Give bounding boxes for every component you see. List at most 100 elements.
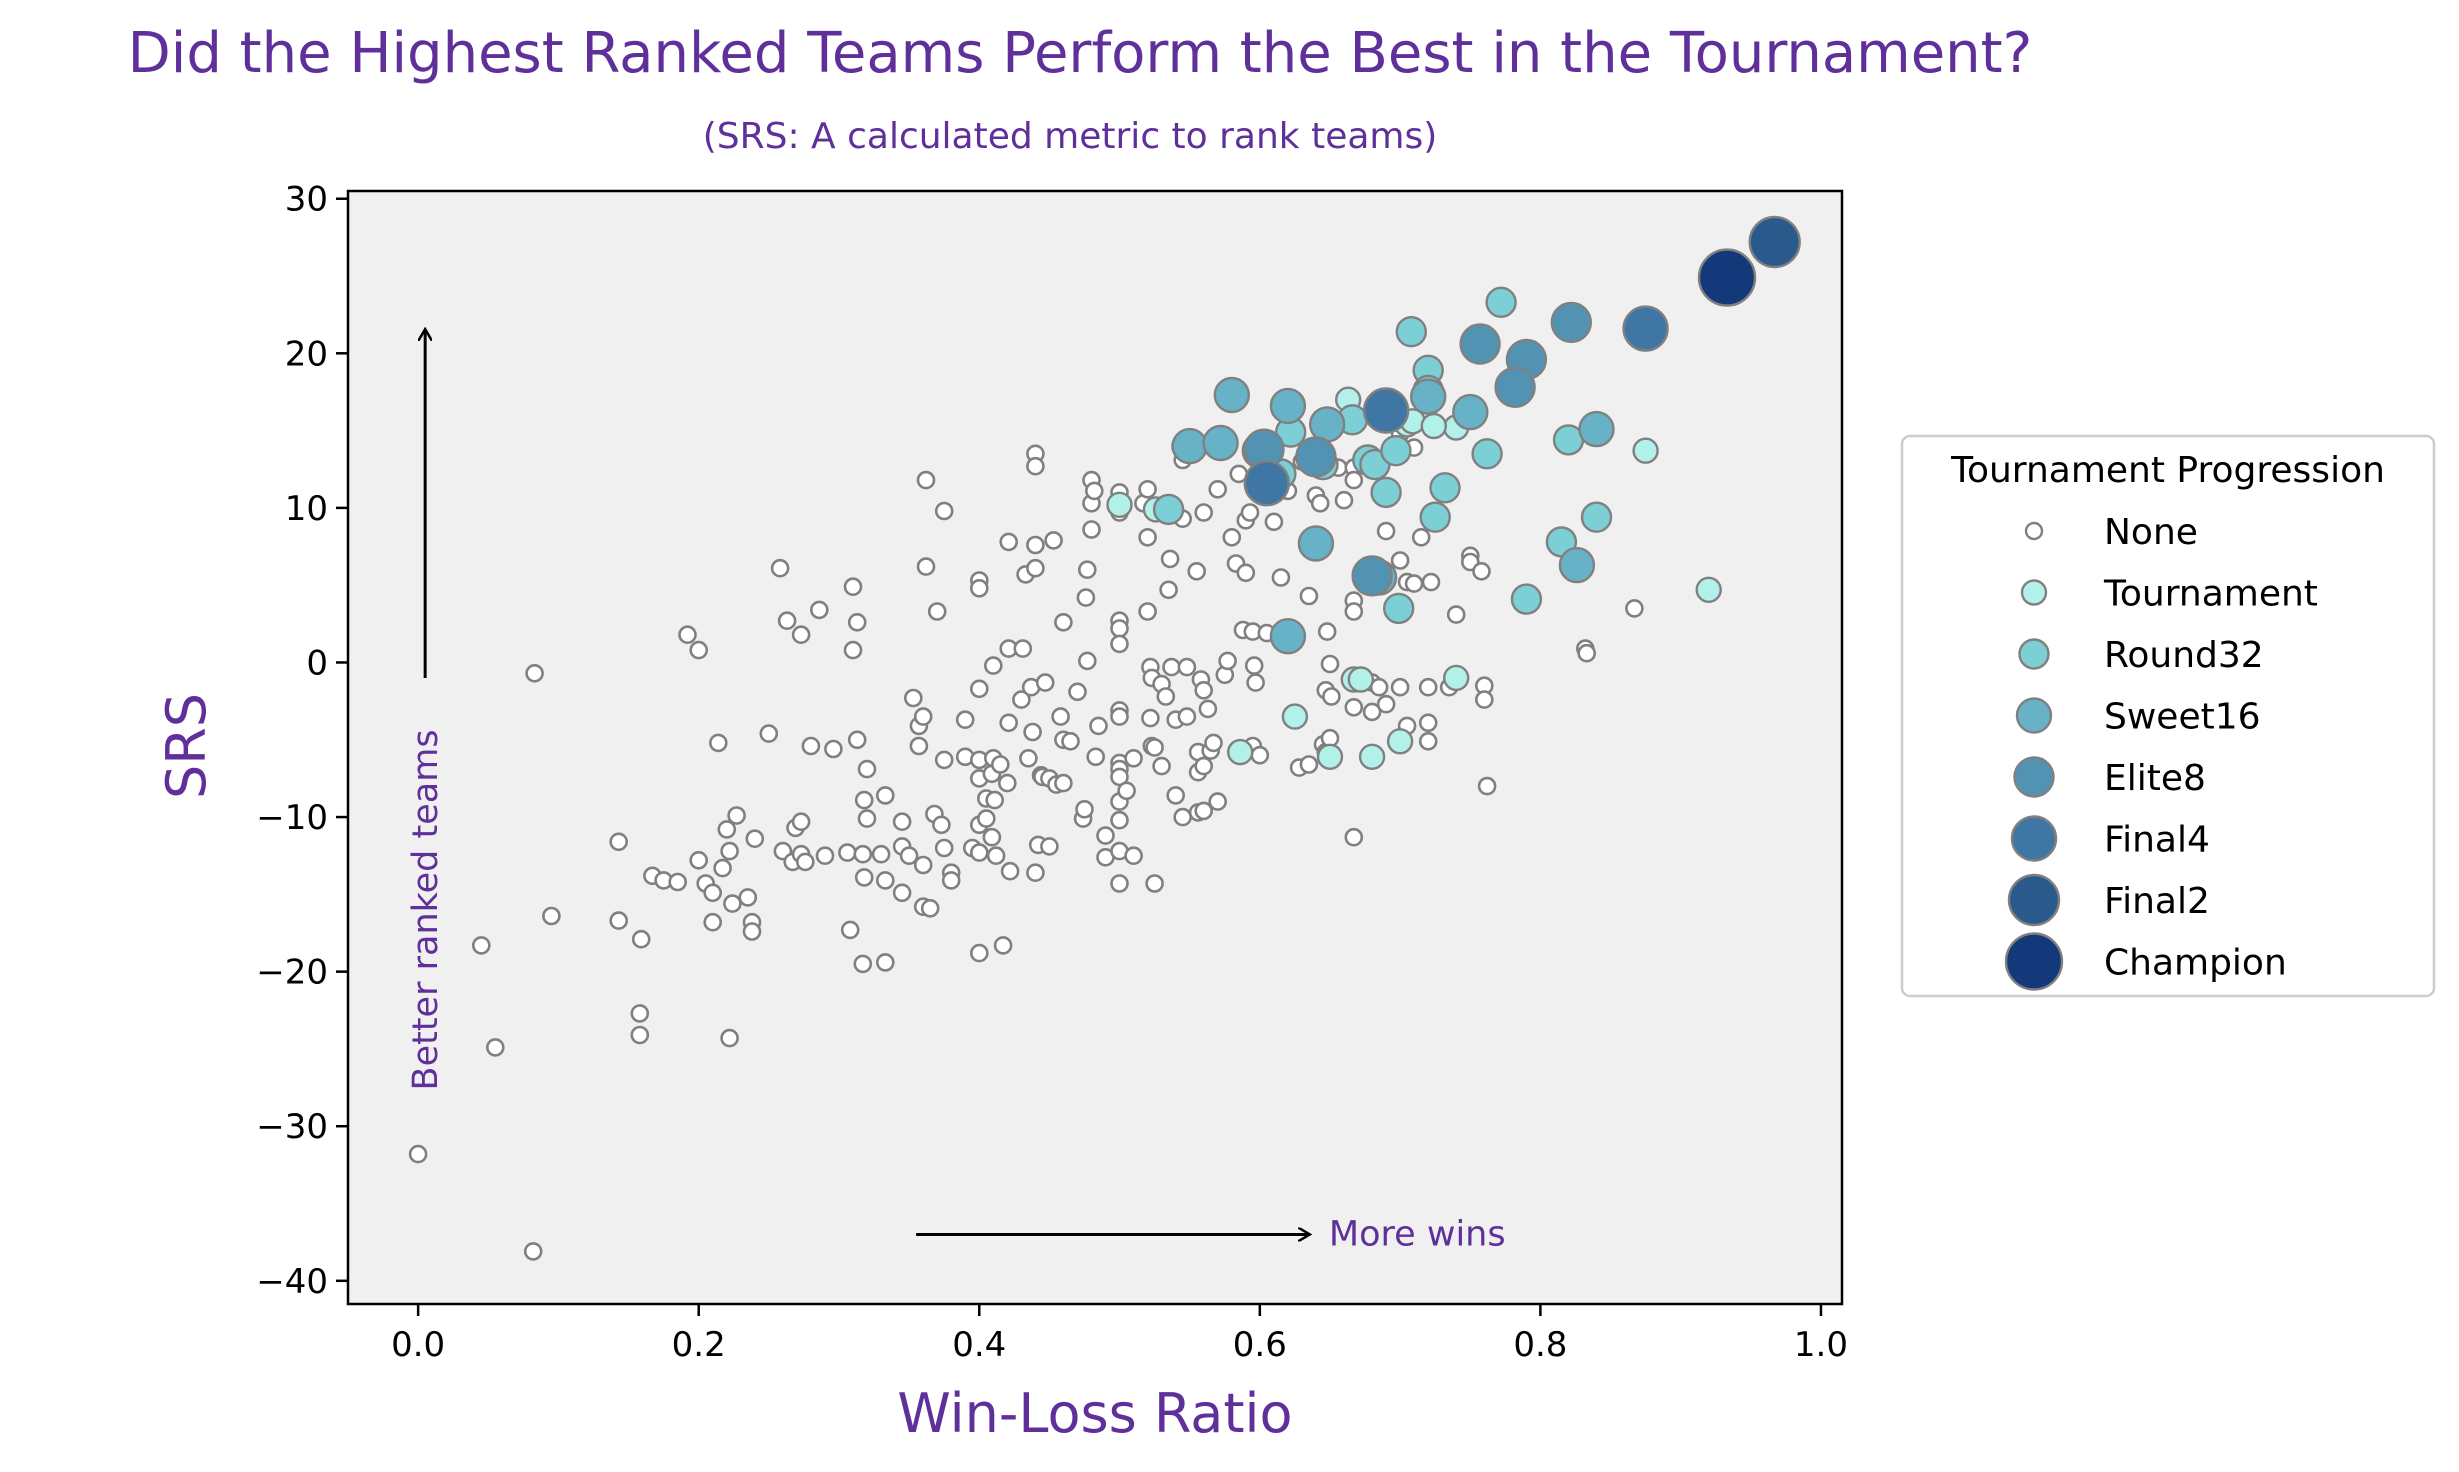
- data-point-none: [1082, 520, 1101, 539]
- data-point-none: [1177, 657, 1197, 677]
- data-point-none: [1078, 651, 1097, 671]
- data-point-none: [1310, 493, 1330, 513]
- data-point-none: [1138, 602, 1157, 621]
- data-point-none: [609, 832, 629, 852]
- data-point-none: [903, 688, 923, 708]
- data-point-none: [713, 858, 732, 878]
- data-point-elite8: [1351, 555, 1393, 597]
- data-point-none: [1068, 682, 1087, 702]
- data-point-none: [1019, 748, 1038, 768]
- legend-marker: [2007, 873, 2061, 927]
- data-point-none: [934, 501, 954, 521]
- data-point-none: [631, 929, 651, 949]
- data-point-none: [1218, 651, 1237, 671]
- data-point-sweet16: [1297, 525, 1335, 562]
- data-point-none: [1085, 481, 1104, 501]
- data-point-none: [1194, 680, 1213, 700]
- data-point-none: [1222, 527, 1242, 547]
- data-point-none: [1089, 716, 1108, 736]
- legend-marker: [2013, 756, 2055, 798]
- data-point-none: [1026, 456, 1045, 476]
- data-point-none: [777, 611, 797, 631]
- data-point-round32: [1380, 435, 1412, 467]
- legend-marker: [2020, 579, 2048, 606]
- legend-title: Tournament Progression: [1950, 450, 2385, 491]
- data-point-none: [1044, 531, 1063, 550]
- data-point-none: [742, 922, 762, 941]
- data-point-none: [630, 1025, 650, 1045]
- data-point-none: [1390, 677, 1410, 697]
- data-point-sweet16: [1558, 546, 1596, 584]
- data-point-final4: [1243, 460, 1291, 507]
- y-axis-label: SRS: [155, 693, 218, 799]
- data-point-sweet16: [1202, 424, 1239, 462]
- data-point-round32: [1471, 438, 1503, 470]
- data-point-none: [875, 953, 895, 972]
- data-point-none: [1124, 846, 1143, 866]
- data-point-none: [986, 846, 1006, 866]
- data-point-none: [969, 843, 989, 862]
- data-point-round32: [1580, 501, 1613, 533]
- annotation-more-wins: More wins: [1329, 1214, 1506, 1254]
- data-point-elite8: [1459, 323, 1501, 365]
- legend-marker: [2015, 697, 2053, 734]
- data-point-round32: [1485, 286, 1517, 318]
- data-point-none: [1141, 708, 1160, 728]
- data-point-none: [1145, 874, 1164, 893]
- data-point-none: [1334, 490, 1354, 510]
- y-tick-label: 30: [285, 180, 328, 220]
- data-point-none: [408, 1144, 428, 1164]
- data-point-sweet16: [1171, 427, 1208, 465]
- data-point-none: [791, 625, 811, 645]
- data-point-none: [1446, 605, 1466, 624]
- data-point-none: [745, 829, 765, 849]
- data-point-none: [932, 815, 951, 835]
- data-point-sweet16: [1269, 387, 1307, 425]
- data-point-none: [1344, 697, 1364, 717]
- data-point-none: [857, 809, 877, 828]
- data-point-round32: [1152, 493, 1185, 526]
- data-point-final2: [1748, 215, 1801, 269]
- data-point-none: [717, 820, 737, 839]
- data-point-none: [1152, 756, 1171, 776]
- data-point-none: [997, 773, 1017, 793]
- data-point-none: [1344, 827, 1364, 847]
- data-point-none: [1472, 561, 1491, 581]
- data-point-none: [1625, 599, 1644, 618]
- data-point-none: [1166, 786, 1185, 805]
- data-point-none: [969, 679, 989, 699]
- data-point-none: [1138, 479, 1157, 499]
- data-point-none: [1194, 503, 1213, 522]
- data-point-none: [999, 532, 1019, 552]
- data-point-round32: [1395, 316, 1428, 348]
- legend-label: Sweet16: [2104, 697, 2261, 738]
- data-point-none: [1198, 699, 1218, 719]
- x-tick-label: 0.6: [1233, 1325, 1287, 1365]
- y-axis: 30 20 10 0 −10 −20 −30 −40: [256, 180, 348, 1302]
- data-point-none: [1054, 612, 1073, 632]
- data-point-none: [976, 809, 996, 828]
- data-point-none: [1322, 687, 1341, 706]
- data-point-none: [1421, 572, 1441, 592]
- data-point-none: [609, 911, 629, 930]
- data-point-round32: [1382, 592, 1415, 625]
- data-point-none: [934, 838, 954, 858]
- data-point-none: [840, 920, 860, 940]
- data-point-none: [1418, 713, 1438, 733]
- y-tick-label: −20: [256, 953, 328, 993]
- data-point-tournament: [1316, 743, 1344, 770]
- data-point-round32: [1370, 476, 1402, 509]
- data-point-none: [1264, 512, 1284, 532]
- data-point-none: [941, 871, 961, 890]
- data-point-none: [1411, 527, 1431, 547]
- data-point-none: [934, 750, 954, 770]
- data-point-none: [689, 640, 709, 660]
- data-point-none: [1110, 810, 1129, 830]
- data-point-none: [1271, 568, 1291, 587]
- data-point-none: [985, 790, 1005, 810]
- x-tick-label: 0.2: [672, 1325, 726, 1365]
- data-point-none: [1187, 561, 1206, 581]
- data-point-tournament: [1281, 703, 1309, 730]
- data-point-none: [1051, 707, 1070, 726]
